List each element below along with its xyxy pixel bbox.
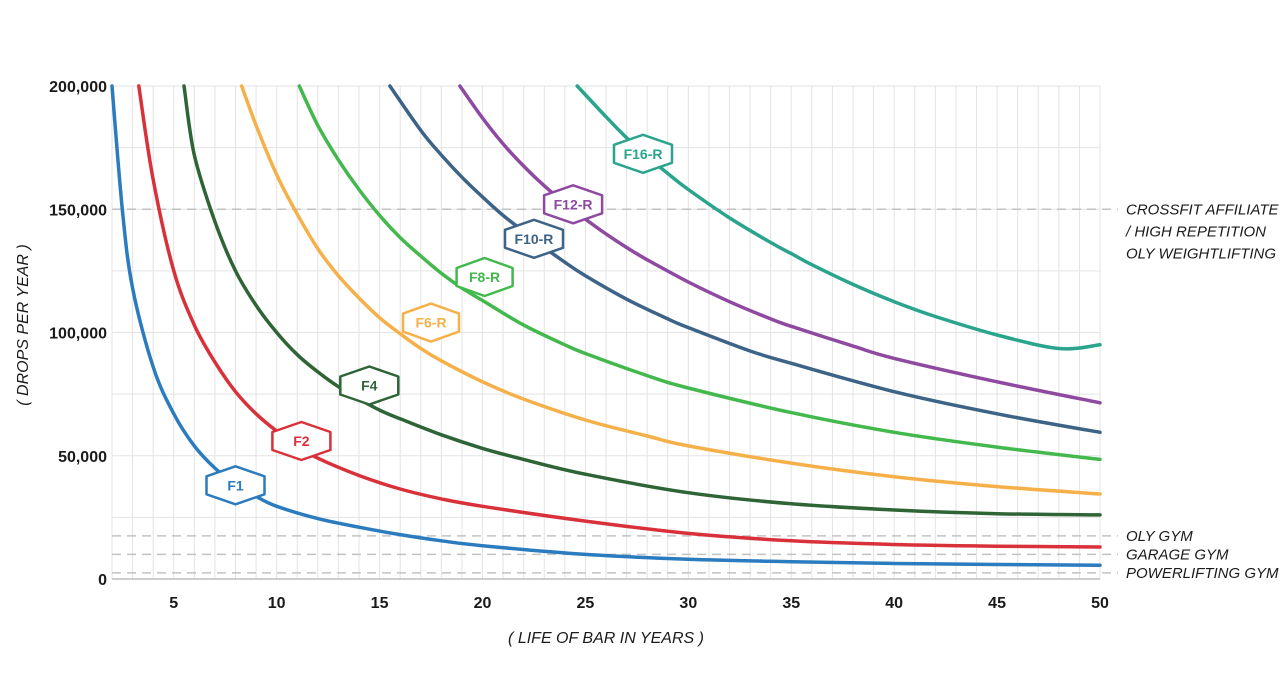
badge-label: F6-R — [415, 315, 446, 331]
badge-label: F10-R — [515, 231, 554, 247]
badge-label: F4 — [361, 377, 378, 393]
tick-labels: 5 10 15 20 25 30 35 40 45 50 0 50,000 100,000 150,000… — [49, 79, 1109, 612]
series-line-f16-r — [575, 84, 1102, 351]
reference-line-label: POWERLIFTING GYM — [1126, 565, 1279, 582]
x-tick-label: 15 — [371, 595, 389, 612]
y-tick-label: 50,000 — [58, 449, 107, 466]
series-line-f8-r — [297, 84, 1102, 462]
x-tick-label: 50 — [1091, 595, 1109, 612]
badge-label: F1 — [227, 477, 244, 493]
badge-hexagon — [339, 365, 400, 406]
series-line-f6-r — [239, 84, 1102, 496]
series-badge-f1: F1 — [205, 465, 266, 506]
reference-line-label: OLY GYM — [1126, 528, 1193, 545]
series-badge-f4: F4 — [339, 365, 400, 406]
reference-line-label: CROSSFIT AFFILIATE — [1126, 201, 1280, 218]
badge-label: F16-R — [624, 146, 663, 162]
x-tick-label: 35 — [782, 595, 800, 612]
reference-line-label: OLY WEIGHTLIFTING — [1126, 245, 1276, 262]
reference-line-label: / HIGH REPETITION — [1125, 223, 1266, 240]
series-badges: F1 F2 F4 F6-R F8-R F10-R F12-R F16-R — [205, 133, 674, 506]
badge-label: F2 — [293, 433, 310, 449]
reference-line-label: GARAGE GYM — [1126, 546, 1229, 563]
grid — [111, 85, 1101, 579]
y-tick-label: 0 — [98, 572, 107, 589]
badge-hexagon — [455, 256, 514, 298]
series-badge-f12-r: F12-R — [542, 184, 604, 225]
series-badge-f2: F2 — [271, 420, 332, 462]
series-badge-f16-r: F16-R — [612, 133, 674, 175]
series-line-f4 — [182, 84, 1102, 517]
y-tick-label: 200,000 — [49, 79, 107, 96]
x-tick-label: 10 — [268, 595, 286, 612]
y-axis-title: ( DROPS PER YEAR ) — [15, 244, 32, 406]
series-line-f1 — [110, 84, 1102, 567]
series-line-f12-r — [458, 84, 1102, 405]
x-tick-label: 25 — [577, 595, 595, 612]
badge-hexagon — [205, 465, 266, 506]
x-tick-label: 20 — [474, 595, 492, 612]
series-line-f2 — [137, 84, 1102, 549]
badge-label: F12-R — [554, 196, 593, 212]
y-tick-label: 150,000 — [49, 202, 107, 219]
y-tick-label: 100,000 — [49, 326, 107, 343]
badge-label: F8-R — [469, 269, 500, 285]
series-badge-f8-r: F8-R — [455, 256, 514, 298]
x-tick-label: 30 — [679, 595, 697, 612]
badge-hexagon — [542, 184, 604, 225]
badge-hexagon — [612, 133, 674, 175]
x-tick-label: 5 — [169, 595, 178, 612]
badge-hexagon — [271, 420, 332, 462]
x-axis-title: ( LIFE OF BAR IN YEARS ) — [508, 630, 704, 647]
x-tick-label: 40 — [885, 595, 903, 612]
x-tick-label: 45 — [988, 595, 1006, 612]
series-badge-f6-r: F6-R — [401, 302, 461, 343]
badge-hexagon — [401, 302, 461, 343]
series-badge-f10-r: F10-R — [503, 218, 565, 260]
badge-hexagon — [503, 218, 565, 260]
series-line-f10-r — [388, 84, 1102, 435]
